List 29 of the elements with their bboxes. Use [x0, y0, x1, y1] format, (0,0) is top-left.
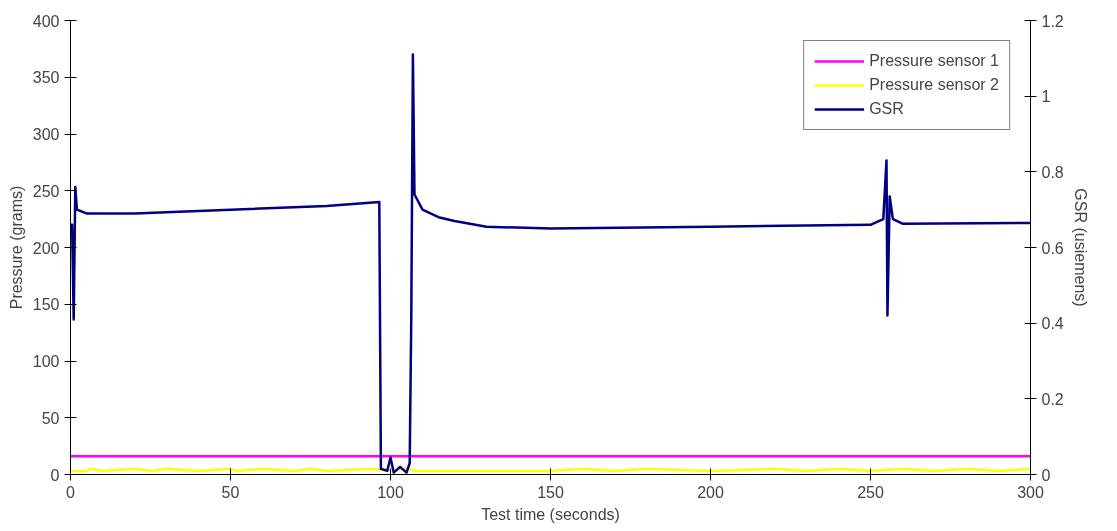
y-tick-label: 250 — [32, 182, 60, 200]
x-tick-label: 0 — [66, 483, 76, 501]
x-tick-label: 250 — [857, 483, 884, 501]
y-tick-label: 350 — [32, 69, 60, 87]
y-tick-label: 100 — [32, 353, 60, 370]
y-tick-label: 50 — [41, 409, 60, 427]
x-tick-label: 300 — [1017, 483, 1044, 501]
x-axis-title: Test time (seconds) — [481, 505, 620, 523]
y2-tick-label: 1 — [1041, 88, 1051, 106]
y2-tick-label: 0.4 — [1041, 315, 1064, 333]
y2-axis-title: GSR (usiemens) — [1071, 188, 1089, 307]
y2-tick-label: 0.6 — [1041, 239, 1064, 257]
y-tick-label: 300 — [32, 126, 60, 143]
y-axis-title: Pressure (grams) — [7, 185, 25, 310]
y-tick-label: 200 — [32, 239, 60, 257]
y2-tick-label: 1.2 — [1041, 12, 1064, 30]
x-tick-label: 100 — [377, 483, 404, 501]
y-tick-label: 0 — [50, 466, 60, 484]
y2-tick-label: 0.2 — [1041, 390, 1064, 408]
legend-label: Pressure sensor 2 — [869, 76, 999, 94]
x-tick-label: 50 — [221, 483, 240, 501]
legend-label: Pressure sensor 1 — [869, 52, 999, 70]
y-tick-label: 400 — [32, 12, 60, 30]
y2-tick-label: 0.8 — [1041, 163, 1064, 181]
y-tick-label: 150 — [32, 296, 60, 314]
y2-tick-label: 0 — [1041, 466, 1051, 484]
x-tick-label: 200 — [697, 483, 724, 501]
x-tick-label: 150 — [537, 483, 564, 501]
legend-label: GSR — [869, 100, 904, 118]
